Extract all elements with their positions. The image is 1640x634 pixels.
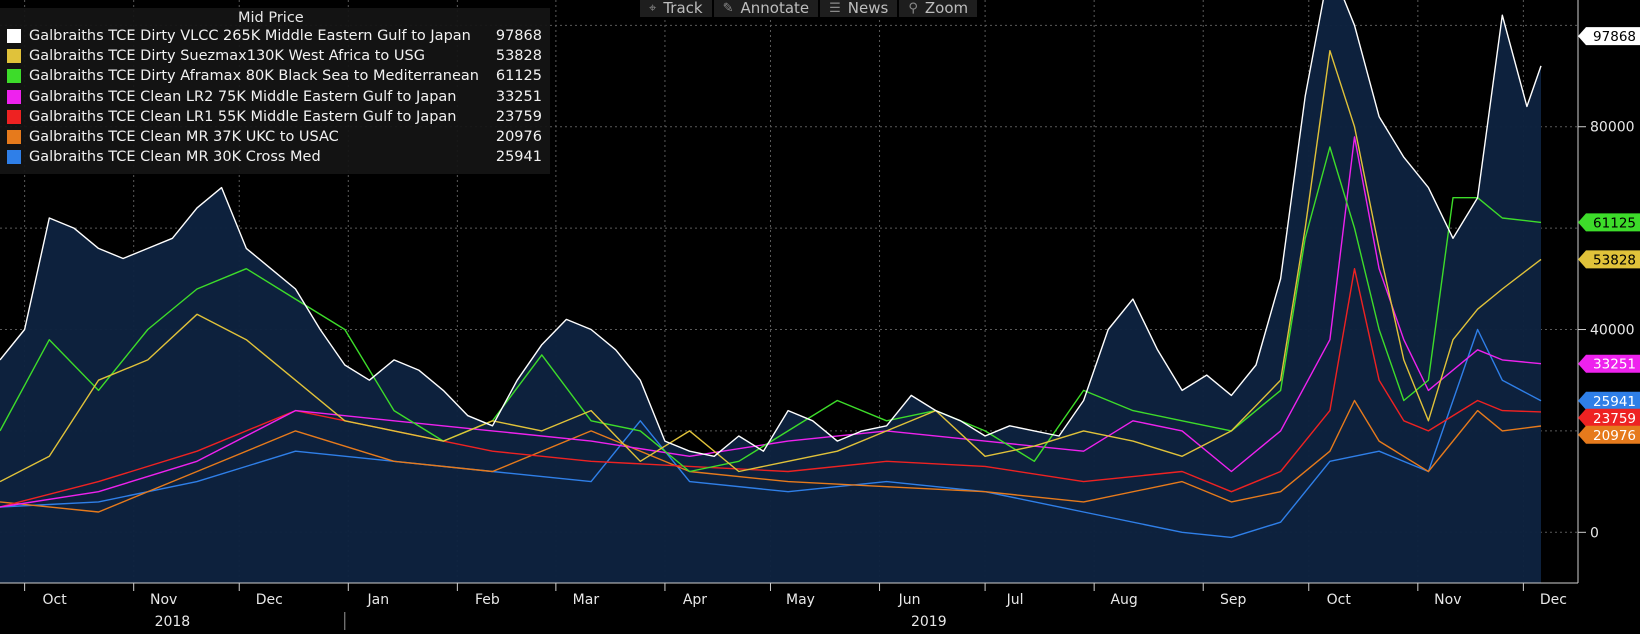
tag-value: 20976: [1593, 428, 1636, 444]
legend-series-name: Galbraiths TCE Clean LR2 75K Middle East…: [29, 88, 457, 105]
tag-background: [1578, 391, 1640, 410]
legend-entry[interactable]: Galbraiths TCE Clean LR1 55K Middle East…: [0, 107, 550, 127]
y-tick-label: 80000: [1590, 120, 1635, 136]
last-value-tag: 23759: [1578, 408, 1640, 427]
series-line: [0, 399, 1542, 513]
legend-series-value: 23759: [495, 108, 542, 125]
last-value-tag: 33251: [1578, 354, 1640, 373]
legend-series-name: Galbraiths TCE Dirty VLCC 265K Middle Ea…: [29, 28, 471, 45]
legend-series-value: 53828: [495, 48, 542, 65]
x-tick-label: Jul: [1006, 592, 1024, 608]
news-button[interactable]: ☰ News: [820, 0, 898, 17]
legend-series-value: 25941: [495, 149, 542, 166]
tag-background: [1578, 213, 1640, 232]
series-line: [0, 328, 1542, 539]
annotate-label: Annotate: [740, 0, 810, 17]
tag-value: 61125: [1593, 215, 1636, 231]
x-axis: Oct Nov Dec Jan Feb Mar Apr May Jun Jul Aug Sep Oct N…: [0, 582, 1578, 630]
x-tick-label: Aug: [1110, 592, 1137, 608]
legend-series-name: Galbraiths TCE Dirty Aframax 80K Black S…: [29, 68, 479, 85]
news-label: News: [847, 0, 889, 17]
legend-swatch: [7, 130, 21, 145]
zoom-button[interactable]: ⚲ Zoom: [899, 0, 978, 17]
legend-entry[interactable]: Galbraiths TCE Clean LR2 75K Middle East…: [0, 87, 550, 107]
legend-title: Mid Price: [238, 10, 304, 26]
magnifier-icon: ⚲: [908, 1, 918, 16]
legend-entry[interactable]: Galbraiths TCE Dirty Aframax 80K Black S…: [0, 66, 550, 86]
area-fill-vlcc: [0, 0, 1541, 583]
legend-swatch: [7, 69, 21, 84]
y-tick-label: 0: [1590, 525, 1599, 541]
annotate-button[interactable]: ✎ Annotate: [713, 0, 819, 17]
x-tick-label: Apr: [683, 592, 707, 608]
legend-series-value: 97868: [495, 28, 542, 45]
area-fill: [0, 0, 1541, 583]
legend: Mid Price Galbraiths TCE Dirty VLCC 265K…: [0, 8, 550, 174]
tag-value: 33251: [1593, 357, 1636, 373]
tag-value: 25941: [1593, 394, 1636, 410]
track-label: Track: [663, 0, 703, 17]
last-value-tag: 97868: [1578, 27, 1640, 46]
last-value-tag: 61125: [1578, 213, 1640, 232]
legend-series-name: Galbraiths TCE Clean LR1 55K Middle East…: [29, 108, 457, 125]
x-tick-label: Nov: [1434, 592, 1461, 608]
legend-swatch: [7, 89, 21, 104]
legend-rows: Galbraiths TCE Dirty VLCC 265K Middle Ea…: [0, 26, 550, 167]
legend-swatch: [7, 150, 21, 165]
tag-background: [1578, 27, 1640, 46]
tag-background: [1578, 354, 1640, 373]
legend-series-value: 61125: [495, 68, 542, 85]
legend-series-value: 33251: [495, 88, 542, 105]
series-line: [0, 146, 1542, 473]
legend-series-value: 20976: [495, 129, 542, 146]
last-value-tag: 53828: [1578, 250, 1640, 269]
series-lines: [0, 0, 1542, 539]
tag-value: 97868: [1593, 29, 1636, 45]
x-tick-label: Feb: [475, 592, 500, 608]
tag-value: 53828: [1593, 252, 1636, 268]
last-value-tag: 20976: [1578, 425, 1640, 444]
y-tick-label: 40000: [1590, 323, 1635, 339]
tag-background: [1578, 425, 1640, 444]
tag-value: 23759: [1593, 411, 1636, 427]
year-label: 2019: [911, 614, 947, 630]
series-line: [0, 0, 1542, 457]
series-line: [0, 50, 1542, 483]
news-icon: ☰: [829, 1, 841, 16]
last-value-tag: 25941: [1578, 391, 1640, 410]
x-tick-label: May: [786, 592, 815, 608]
legend-series-name: Galbraiths TCE Clean MR 30K Cross Med: [29, 149, 321, 166]
x-tick-label: Nov: [150, 592, 177, 608]
x-tick-label: Dec: [256, 592, 283, 608]
chart-toolbar: ⌖ Track ✎ Annotate ☰ News ⚲ Zoom: [640, 0, 978, 17]
x-tick-label: Mar: [573, 592, 600, 608]
year-label: 2018: [155, 614, 191, 630]
legend-entry[interactable]: Galbraiths TCE Clean MR 37K UKC to USAC 2…: [0, 127, 550, 147]
x-tick-label: Sep: [1220, 592, 1247, 608]
legend-swatch: [7, 109, 21, 124]
legend-entry[interactable]: Galbraiths TCE Clean MR 30K Cross Med 259…: [0, 147, 550, 167]
zoom-label: Zoom: [924, 0, 969, 17]
track-button[interactable]: ⌖ Track: [640, 0, 712, 17]
legend-swatch: [7, 49, 21, 64]
legend-entry[interactable]: Galbraiths TCE Dirty Suezmax130K West Af…: [0, 46, 550, 66]
x-tick-label: Jan: [367, 592, 390, 608]
x-tick-label: Oct: [43, 592, 68, 608]
legend-series-name: Galbraiths TCE Clean MR 37K UKC to USAC: [29, 129, 339, 146]
legend-swatch: [7, 29, 21, 44]
legend-entry[interactable]: Galbraiths TCE Dirty VLCC 265K Middle Ea…: [0, 26, 550, 46]
x-tick-label: Oct: [1327, 592, 1352, 608]
legend-series-name: Galbraiths TCE Dirty Suezmax130K West Af…: [29, 48, 425, 65]
x-tick-label: Dec: [1540, 592, 1567, 608]
tag-background: [1578, 250, 1640, 269]
crosshair-icon: ⌖: [649, 1, 657, 16]
pencil-icon: ✎: [722, 1, 734, 16]
y-axis: 0 40000 80000: [1578, 120, 1635, 541]
x-tick-label: Jun: [898, 592, 921, 608]
tag-background: [1578, 408, 1640, 427]
